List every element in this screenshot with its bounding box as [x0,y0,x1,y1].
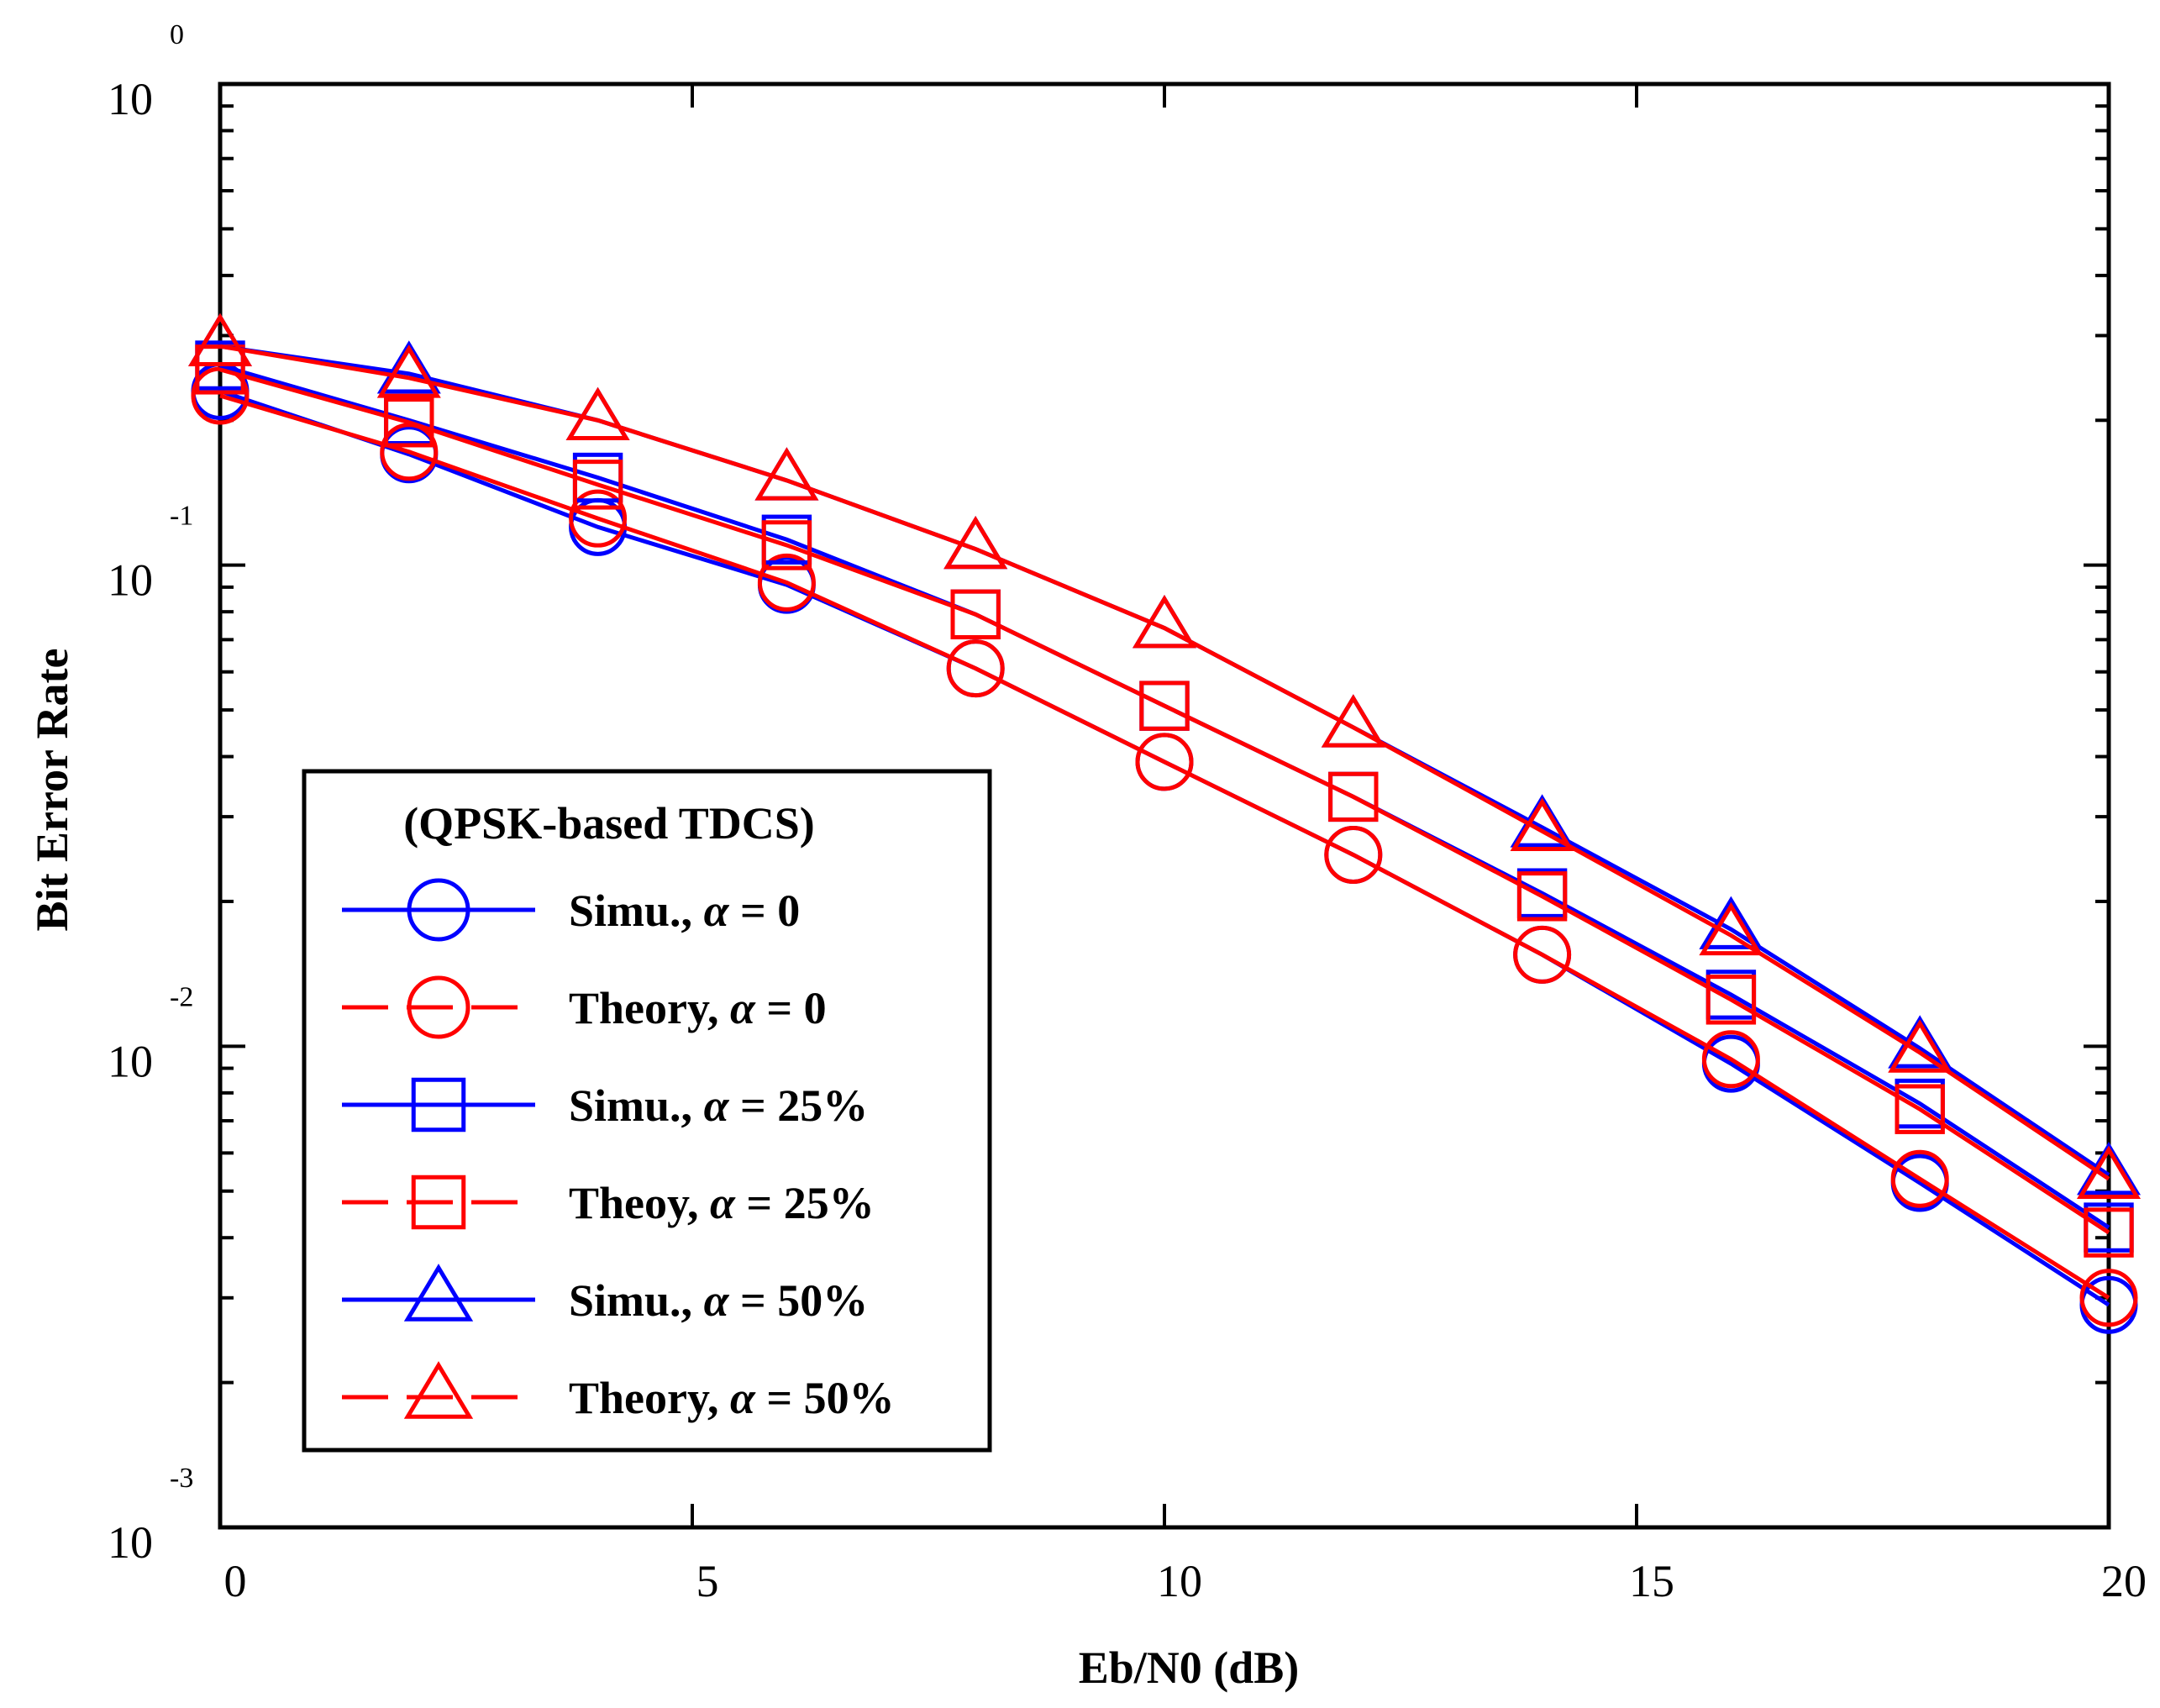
legend: (QPSK-based TDCS) Simu., α = 0 Theory, α =… [302,769,992,1453]
series-line [219,367,2110,1235]
legend-item: Theory, α = 0 [342,975,827,1039]
y-tick-exponent: 0 [170,19,184,50]
legend-label: Theory, α = 0 [569,983,827,1033]
marker-circle [946,639,1005,698]
legend-label: Theoy, α = 25% [569,1178,875,1228]
legend-label: Simu., α = 50% [569,1275,868,1326]
legend-label: Simu., α = 0 [569,886,800,936]
marker-circle [407,878,470,942]
marker-triangle [1888,1019,1952,1073]
marker-circle [1890,1149,1949,1208]
marker-circle [569,489,628,548]
legend-title: (QPSK-based TDCS) [403,798,815,849]
marker-square [411,1077,466,1133]
marker-triangle [754,447,819,501]
marker-square [572,460,623,510]
x-tick-label: 0 [224,1556,247,1606]
legend-item: Theoy, α = 25% [342,1175,875,1230]
marker-triangle [1699,896,1763,949]
marker-square [1328,771,1379,822]
y-tick-exponent: -3 [170,1463,193,1494]
x-tick-label: 20 [2101,1556,2147,1606]
y-tick-label: 10 [108,74,153,124]
marker-circle [1513,925,1572,984]
y-tick-label: 10 [108,1036,153,1086]
x-tick-label: 15 [1629,1556,1674,1606]
marker-triangle [1132,594,1197,649]
legend-item: Simu., α = 50% [342,1264,868,1326]
legend-label: Simu., α = 25% [569,1080,868,1131]
marker-circle [407,975,470,1039]
marker-square [2084,1207,2134,1258]
y-tick-label: 10 [108,555,153,606]
marker-square [1895,1084,1945,1134]
legend-item: Simu., α = 0 [342,878,800,942]
legend-box [302,769,992,1453]
marker-triangle [376,344,441,398]
series-3 [195,344,2134,1258]
marker-triangle [1510,797,1574,852]
marker-triangle [1321,694,1385,748]
legend-item: Simu., α = 25% [342,1077,868,1133]
marker-square [950,589,1001,639]
y-tick-exponent: -2 [170,981,193,1012]
x-tick-label: 5 [696,1556,719,1606]
marker-circle [191,366,250,425]
marker-triangle [403,1264,474,1322]
marker-triangle [2076,1145,2142,1200]
marker-square [761,520,812,570]
marker-circle [1135,733,1194,791]
series-line [219,344,2110,1181]
series-line [219,393,2110,1300]
marker-triangle [403,1361,474,1419]
legend-label: Theory, α = 50% [569,1373,895,1423]
marker-square [411,1175,466,1230]
marker-square [1705,975,1757,1025]
marker-square [1516,871,1568,922]
y-tick-exponent: -1 [170,501,193,532]
marker-triangle [187,313,253,366]
marker-triangle [943,515,1008,570]
y-axis: 10 0 10 -1 10 -2 10 -3 [108,19,2109,1568]
x-tick-label: 10 [1157,1556,1202,1606]
marker-square [384,397,434,448]
series-1 [191,366,2138,1327]
y-tick-label: 10 [108,1517,153,1568]
y-axis-title: Bit Error Rate [27,649,77,932]
marker-triangle [1699,901,1763,956]
marker-triangle [565,386,630,441]
marker-circle [2079,1269,2138,1327]
marker-circle [380,423,439,481]
x-axis: 0 5 10 15 20 [218,84,2147,1606]
x-axis-title: Eb/N0 (dB) [1079,1642,1300,1693]
marker-square [1139,681,1190,731]
marker-circle [1701,1030,1760,1089]
marker-circle [1324,825,1383,884]
marker-triangle [376,340,441,394]
series-5 [187,313,2142,1200]
marker-circle [757,553,816,612]
series-layer [187,313,2142,1334]
legend-item: Theory, α = 50% [342,1361,895,1423]
